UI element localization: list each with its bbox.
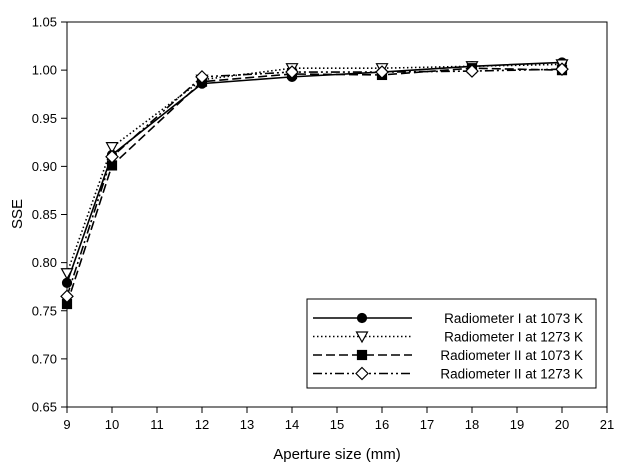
x-tick-label: 12 <box>195 417 209 432</box>
data-point <box>60 268 74 280</box>
legend-box <box>306 298 597 389</box>
data-point <box>465 64 479 78</box>
y-axis-label: SSE <box>9 199 26 229</box>
x-tick-label: 15 <box>330 417 344 432</box>
legend-marker <box>355 331 369 344</box>
x-tick-label: 21 <box>600 417 614 432</box>
data-point <box>105 142 119 154</box>
legend-marker <box>356 349 368 361</box>
y-tick-label: 0.80 <box>32 255 57 270</box>
series-3 <box>61 63 568 310</box>
series-layer <box>60 57 569 310</box>
legend-label: Radiometer II at 1073 K <box>440 348 583 363</box>
series-4 <box>60 62 569 304</box>
y-tick-label: 0.90 <box>32 159 57 174</box>
x-tick-label: 14 <box>285 417 299 432</box>
x-tick-label: 9 <box>63 417 70 432</box>
y-axis: 0.65 0.70 0.75 0.80 0.85 0.90 0.95 1.00 1.05 <box>32 15 67 415</box>
x-tick-label: 11 <box>150 417 164 432</box>
legend-label: Radiometer I at 1273 K <box>444 330 583 345</box>
x-tick-label: 16 <box>375 417 389 432</box>
y-tick-label: 1.00 <box>32 63 57 78</box>
y-tick-label: 1.05 <box>32 15 57 30</box>
series-line <box>66 68 563 297</box>
x-tick-label: 17 <box>420 417 434 432</box>
legend: Radiometer I at 1073 K Radiometer I at 12… <box>306 298 597 389</box>
x-tick-label: 20 <box>555 417 569 432</box>
legend-marker <box>355 366 369 381</box>
y-tick-label: 0.70 <box>32 351 57 366</box>
series-line <box>66 61 563 284</box>
y-tick-label: 0.65 <box>32 400 57 415</box>
series-line <box>66 67 563 305</box>
x-tick-label: 18 <box>465 417 479 432</box>
series-line <box>66 63 563 274</box>
legend-label: Radiometer I at 1073 K <box>444 311 583 326</box>
series-1 <box>61 57 568 288</box>
x-tick-label: 10 <box>105 417 119 432</box>
legend-marker <box>356 312 368 324</box>
data-point <box>60 289 74 304</box>
x-axis-label: Aperture size (mm) <box>273 446 401 463</box>
data-point <box>195 70 209 84</box>
y-tick-label: 0.75 <box>32 303 57 318</box>
series-2 <box>60 59 569 280</box>
data-point <box>555 62 569 77</box>
y-tick-label: 0.85 <box>32 207 57 222</box>
data-point <box>105 149 119 164</box>
y-tick-label: 0.95 <box>32 111 57 126</box>
x-tick-label: 19 <box>510 417 524 432</box>
x-tick-label: 13 <box>240 417 254 432</box>
legend-label: Radiometer II at 1273 K <box>440 367 583 382</box>
data-point <box>285 65 299 79</box>
data-point <box>375 65 389 79</box>
x-axis: 9 10 11 12 13 14 15 16 17 18 19 20 21 <box>63 407 614 432</box>
